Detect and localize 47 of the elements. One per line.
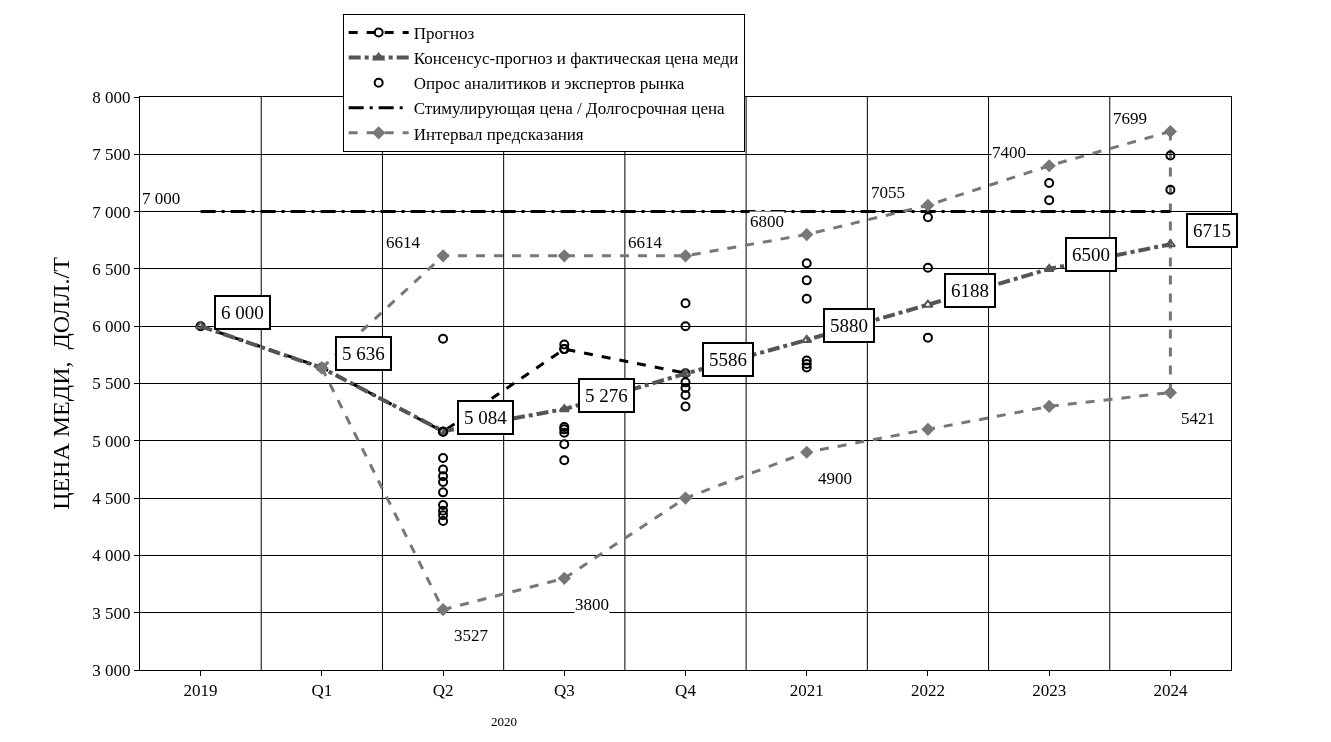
y-tick-label: 4 000 — [92, 546, 131, 566]
data-label: 4900 — [818, 469, 852, 488]
legend-label: Консенсус-прогноз и фактическая цена меди — [413, 49, 739, 69]
y-tick-label: 8 000 — [92, 87, 131, 107]
x-tick-label: 2024 — [1153, 681, 1188, 701]
x-tick-label: Q3 — [553, 681, 575, 701]
data-label: 5586 — [709, 349, 747, 370]
data-label: 7 000 — [142, 189, 181, 208]
x-tick-label: Q1 — [311, 681, 333, 701]
legend-label: Стимулирующая цена / Долгосрочная цена — [413, 99, 726, 119]
data-label: 6614 — [628, 233, 663, 252]
y-tick-label: 4 500 — [92, 489, 131, 509]
y-axis-title: ЦЕНА МЕДИ, ДОЛЛ./Т — [48, 256, 75, 510]
data-label: 6 000 — [221, 302, 264, 323]
x-tick-label: 2019 — [183, 681, 218, 701]
y-tick-label: 7 500 — [92, 145, 131, 165]
data-label: 6500 — [1072, 244, 1110, 265]
data-label: 5880 — [830, 315, 868, 336]
data-label: 6188 — [951, 280, 989, 301]
x-tick-label: 2021 — [789, 681, 824, 701]
x-tick-label: 2023 — [1032, 681, 1067, 701]
data-label: 6614 — [386, 233, 421, 252]
x-tick-label: Q4 — [675, 681, 697, 701]
text: 2020 — [491, 714, 517, 729]
data-label: 7400 — [992, 143, 1026, 162]
legend-label: Прогноз — [413, 24, 475, 44]
data-label: 3800 — [575, 595, 609, 614]
y-tick-label: 3 000 — [92, 660, 131, 680]
data-label: 5 084 — [464, 407, 508, 428]
data-label: 3527 — [454, 626, 489, 645]
y-tick-label: 6 500 — [92, 259, 131, 279]
data-label: 7699 — [1113, 109, 1147, 128]
data-label: 6715 — [1193, 220, 1231, 241]
data-label: 7055 — [871, 183, 905, 202]
y-tick-label: 6 000 — [92, 317, 131, 337]
data-label: 6800 — [750, 212, 784, 231]
y-tick-label: 7 000 — [92, 202, 131, 222]
legend-label: Интервал предсказания — [413, 124, 584, 144]
y-tick-label: 3 500 — [92, 603, 131, 623]
x-tick-label: Q2 — [432, 681, 454, 701]
legend-label: Опрос аналитиков и экспертов рынка — [413, 74, 685, 94]
y-tick-label: 5 000 — [92, 431, 131, 451]
data-label: 5 636 — [342, 343, 385, 364]
data-label: 5 276 — [585, 385, 628, 406]
data-label: 5421 — [1181, 409, 1215, 428]
x-tick-label: 2022 — [910, 681, 945, 701]
y-tick-label: 5 500 — [92, 374, 131, 394]
